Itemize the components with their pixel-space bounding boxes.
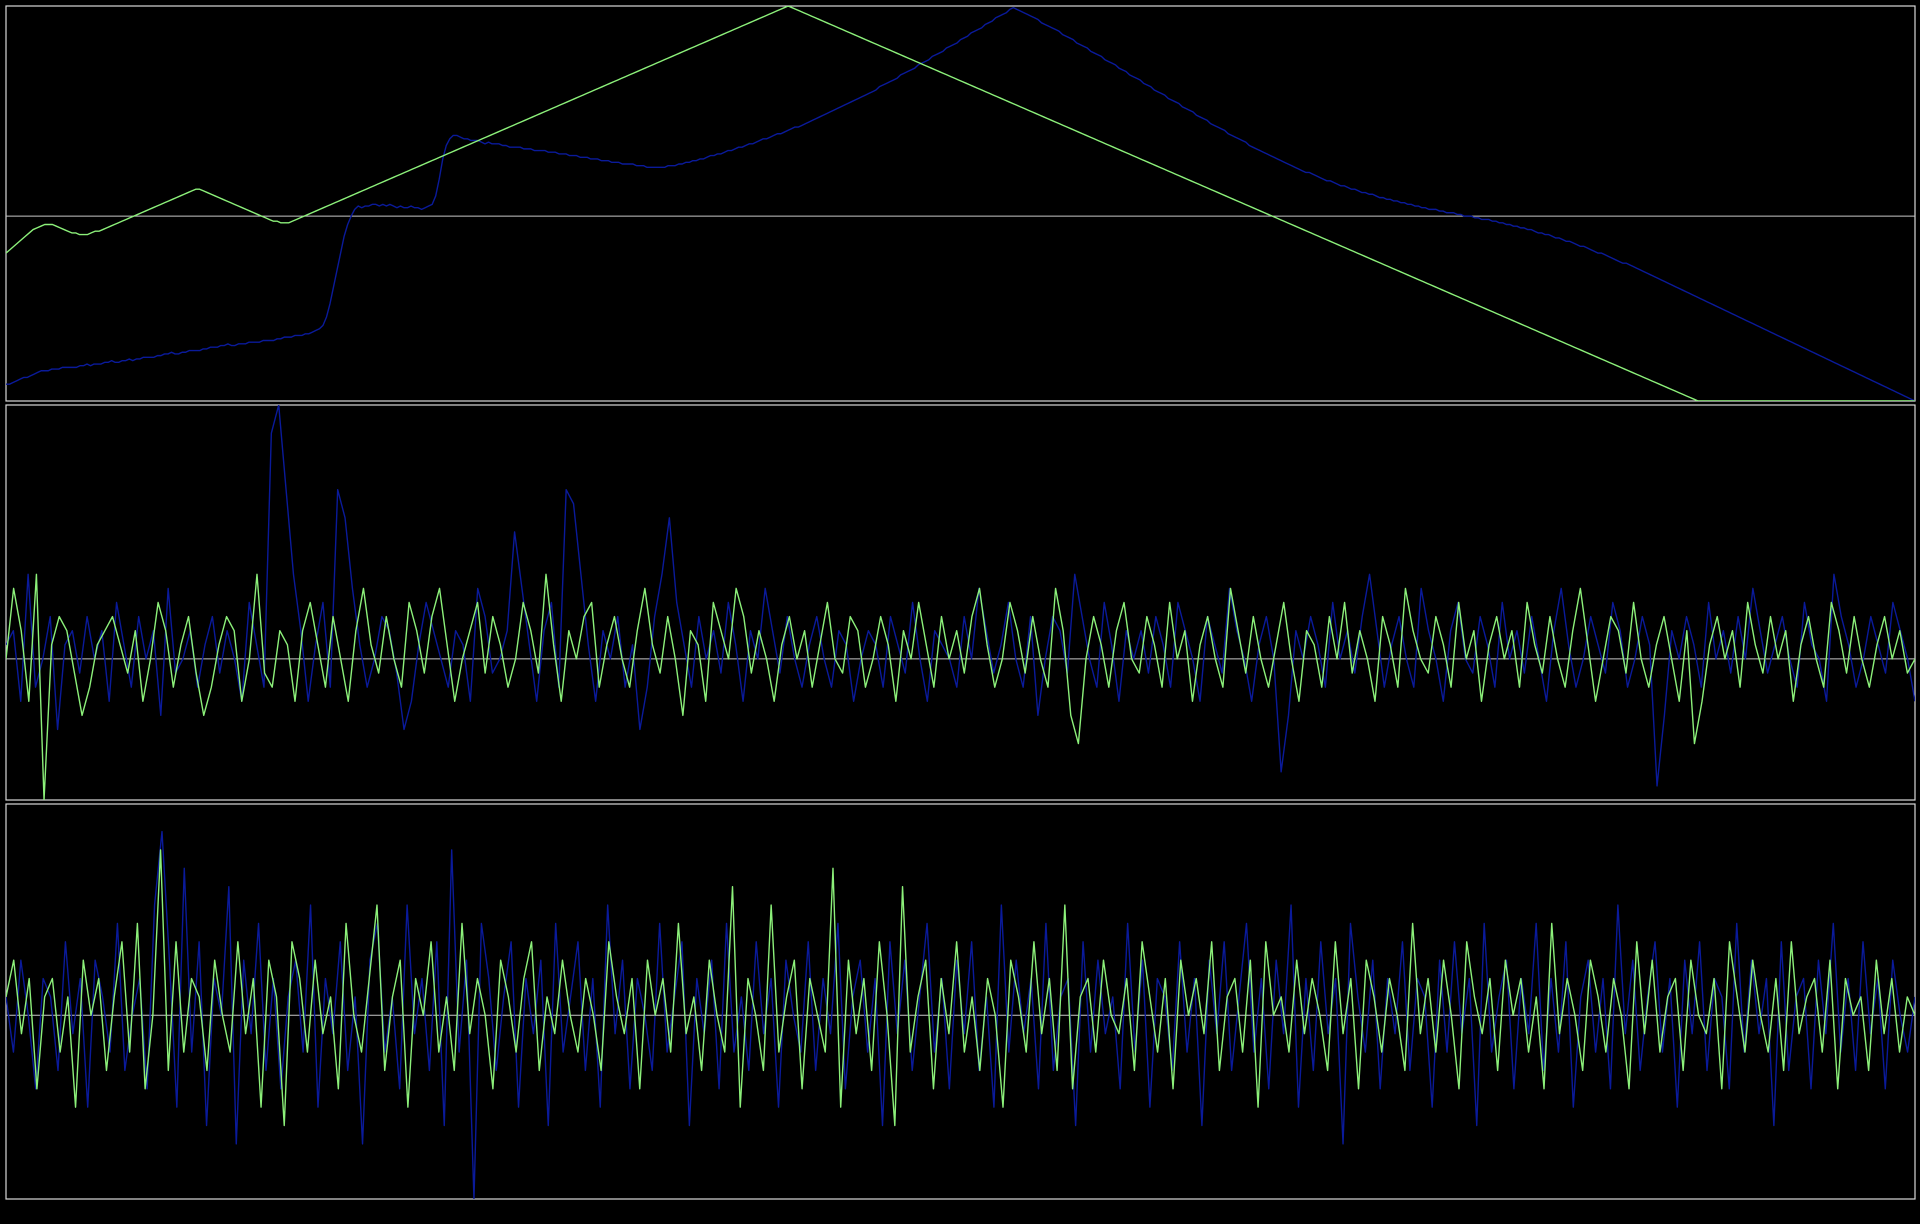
middle-panel [5,404,1916,801]
series-line-2 [6,6,1915,401]
series-line-1 [6,6,1915,401]
series-line-2 [6,573,1915,800]
panel-frame [5,404,1916,801]
panel-frame [5,5,1916,402]
bottom-panel [5,803,1916,1200]
series-line-1 [6,405,1915,787]
series-line-2 [6,849,1915,1127]
top-panel [5,5,1916,402]
